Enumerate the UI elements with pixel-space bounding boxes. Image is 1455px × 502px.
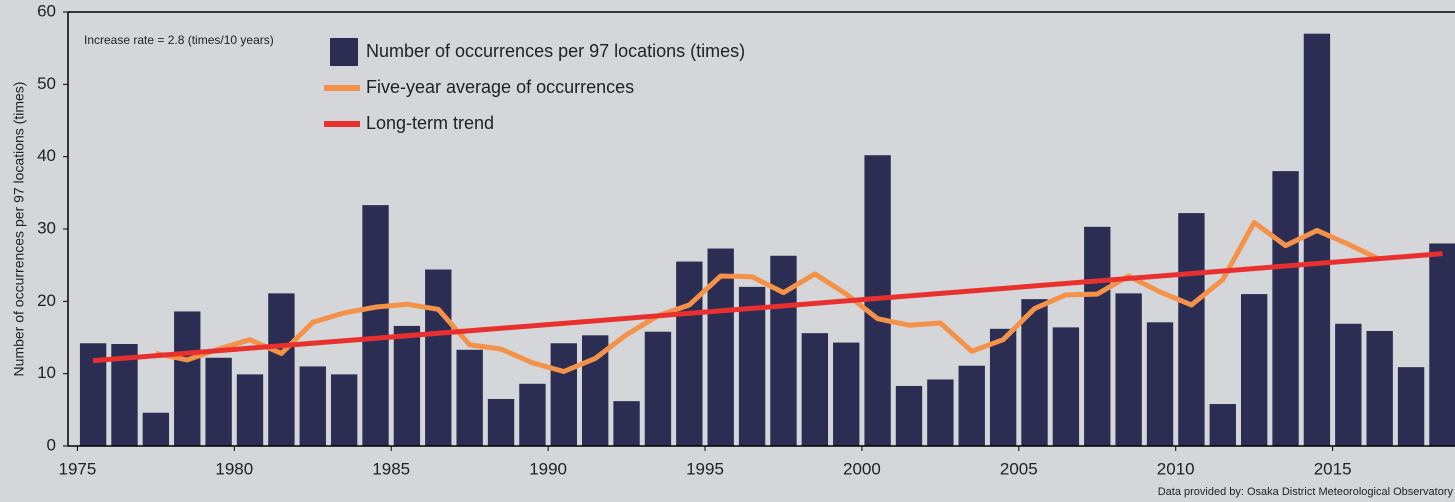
- bar: [1146, 322, 1174, 446]
- bar: [456, 349, 483, 446]
- bar: [613, 401, 640, 446]
- y-tick-label: 60: [37, 1, 56, 20]
- bar: [550, 343, 577, 446]
- y-tick-label: 30: [37, 218, 56, 237]
- annotation: Increase rate = 2.8 (times/10 years): [84, 33, 274, 47]
- bar: [142, 412, 170, 446]
- line-series: [92, 251, 1443, 364]
- legend-label: Long-term trend: [366, 113, 494, 133]
- x-tick-label: 1985: [372, 459, 410, 478]
- bar: [801, 333, 829, 446]
- bar: [1366, 330, 1393, 446]
- legend-label: Number of occurrences per 97 locations (…: [366, 41, 745, 61]
- x-tick-label: 2015: [1314, 459, 1352, 478]
- plot-area: [79, 33, 1455, 446]
- bar: [1084, 226, 1111, 446]
- bar: [1429, 243, 1455, 446]
- x-tick-label: 2010: [1157, 459, 1195, 478]
- bar: [1397, 367, 1425, 446]
- bar: [1209, 404, 1236, 446]
- x-tick-label: 1990: [529, 459, 567, 478]
- bar: [1303, 33, 1331, 446]
- bar: [1021, 299, 1048, 446]
- bar: [895, 385, 923, 446]
- x-tick-label: 1975: [58, 459, 96, 478]
- x-tick-label: 2000: [843, 459, 881, 478]
- y-tick-label: 50: [37, 74, 56, 93]
- x-tick-label: 2005: [1000, 459, 1038, 478]
- bar: [174, 311, 201, 446]
- bar: [1335, 323, 1362, 446]
- bar: [738, 286, 766, 446]
- x-tick-label: 1995: [686, 459, 724, 478]
- bar: [299, 366, 326, 446]
- y-axis-label: Number of occurrences per 97 locations (…: [11, 82, 27, 377]
- y-tick-label: 20: [37, 291, 56, 310]
- bar: [1240, 294, 1268, 446]
- bar: [644, 331, 672, 446]
- bar: [268, 293, 295, 446]
- bar: [205, 357, 232, 446]
- x-tick-label: 1980: [215, 459, 253, 478]
- bar: [487, 398, 515, 446]
- bar: [676, 261, 703, 446]
- bar: [1115, 293, 1142, 446]
- bar: [989, 328, 1017, 446]
- bar: [519, 383, 546, 446]
- bar: [1178, 213, 1205, 446]
- legend-label: Five-year average of occurrences: [366, 77, 634, 97]
- source-note: Data provided by: Osaka District Meteoro…: [1158, 486, 1454, 498]
- bar: [393, 325, 421, 446]
- bar: [833, 342, 860, 446]
- bar: [1052, 327, 1080, 446]
- legend-swatch: [330, 38, 358, 66]
- bar: [236, 374, 264, 446]
- bar: [330, 374, 358, 446]
- y-tick-label: 40: [37, 146, 56, 165]
- y-tick-label: 10: [37, 363, 56, 382]
- bar: [927, 379, 954, 446]
- bar: [425, 269, 452, 446]
- bar: [362, 205, 389, 446]
- bar: [958, 365, 985, 446]
- line-series: [155, 219, 1381, 374]
- y-tick-label: 0: [47, 435, 56, 454]
- bar: [1272, 171, 1299, 446]
